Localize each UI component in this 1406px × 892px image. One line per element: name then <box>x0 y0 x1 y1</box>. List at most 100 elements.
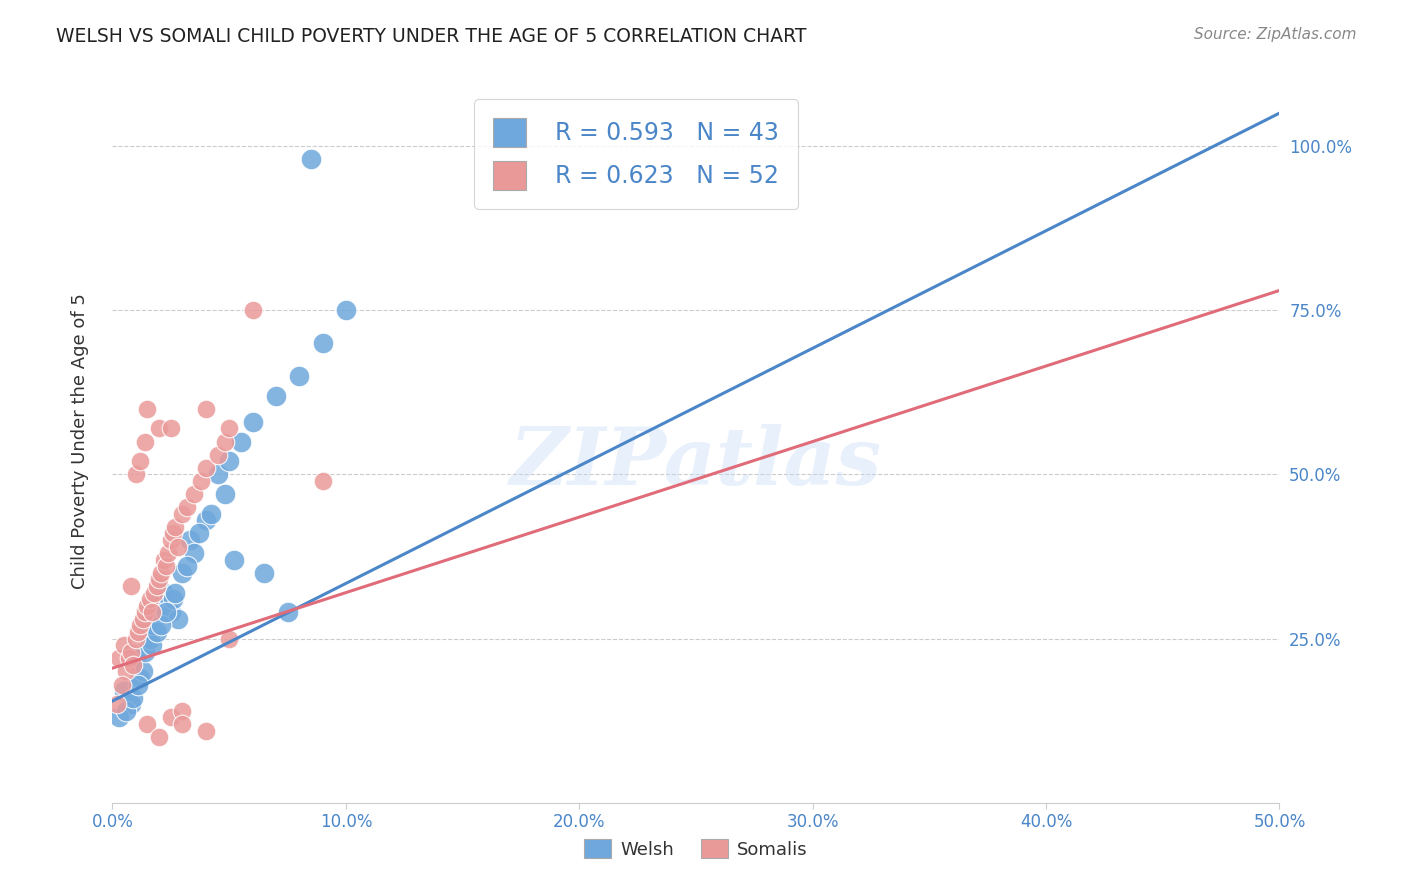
Point <box>190 474 212 488</box>
Point <box>311 474 333 488</box>
Point <box>115 665 138 679</box>
Point <box>143 585 166 599</box>
Point <box>160 605 183 619</box>
Point <box>155 605 177 619</box>
Point <box>176 559 198 574</box>
Text: WELSH VS SOMALI CHILD POVERTY UNDER THE AGE OF 5 CORRELATION CHART: WELSH VS SOMALI CHILD POVERTY UNDER THE … <box>56 27 807 45</box>
Point <box>153 553 176 567</box>
Point <box>136 625 159 640</box>
Point <box>194 460 217 475</box>
Point <box>150 566 173 580</box>
Point <box>160 421 183 435</box>
Point <box>165 520 187 534</box>
Point <box>112 684 135 698</box>
Point <box>166 612 188 626</box>
Point <box>132 612 155 626</box>
Point <box>311 336 333 351</box>
Point <box>229 434 252 449</box>
Point <box>125 651 148 665</box>
Point <box>218 421 240 435</box>
Point <box>207 467 229 482</box>
Point <box>136 401 159 416</box>
Point <box>172 566 194 580</box>
Point <box>155 559 177 574</box>
Point <box>200 507 222 521</box>
Point <box>105 698 128 712</box>
Point <box>172 704 194 718</box>
Point <box>136 717 159 731</box>
Point <box>288 368 311 383</box>
Point <box>118 651 141 665</box>
Point <box>160 533 183 547</box>
Point <box>183 487 205 501</box>
Point <box>172 717 194 731</box>
Point <box>299 152 322 166</box>
Point <box>148 421 170 435</box>
Point <box>222 553 245 567</box>
Point <box>214 487 236 501</box>
Point <box>253 566 276 580</box>
Point <box>160 710 183 724</box>
Point <box>125 632 148 646</box>
Point <box>148 730 170 744</box>
Point <box>111 677 134 691</box>
Y-axis label: Child Poverty Under the Age of 5: Child Poverty Under the Age of 5 <box>70 293 89 590</box>
Point <box>139 632 162 646</box>
Point <box>148 599 170 613</box>
Point <box>335 303 357 318</box>
Point <box>194 401 217 416</box>
Point <box>183 546 205 560</box>
Point <box>148 573 170 587</box>
Point <box>122 690 145 705</box>
Point <box>122 657 145 672</box>
Point <box>242 415 264 429</box>
Point <box>108 710 131 724</box>
Point <box>134 645 156 659</box>
Point <box>129 618 152 632</box>
Point <box>115 704 138 718</box>
Point <box>176 500 198 515</box>
Point <box>150 618 173 632</box>
Point <box>108 651 131 665</box>
Point <box>127 625 149 640</box>
Point <box>264 388 287 402</box>
Point <box>125 467 148 482</box>
Point <box>143 618 166 632</box>
Point <box>129 671 152 685</box>
Point <box>146 579 169 593</box>
Point <box>134 434 156 449</box>
Point <box>207 448 229 462</box>
Point <box>194 723 217 738</box>
Point <box>141 638 163 652</box>
Point <box>165 585 187 599</box>
Point <box>187 526 209 541</box>
Point <box>139 592 162 607</box>
Point <box>146 625 169 640</box>
Point <box>129 454 152 468</box>
Point <box>120 579 142 593</box>
Point <box>276 605 298 619</box>
Point <box>218 632 240 646</box>
Point <box>162 592 184 607</box>
Legend: Welsh, Somalis: Welsh, Somalis <box>576 832 815 866</box>
Point <box>242 303 264 318</box>
Point <box>194 513 217 527</box>
Point <box>134 605 156 619</box>
Point <box>153 585 176 599</box>
Point <box>218 454 240 468</box>
Point <box>127 677 149 691</box>
Text: ZIPatlas: ZIPatlas <box>510 425 882 502</box>
Text: Source: ZipAtlas.com: Source: ZipAtlas.com <box>1194 27 1357 42</box>
Point <box>120 698 142 712</box>
Point <box>179 533 201 547</box>
Point <box>214 434 236 449</box>
Point <box>136 599 159 613</box>
Point <box>172 507 194 521</box>
Point <box>162 526 184 541</box>
Point <box>141 605 163 619</box>
Point <box>120 645 142 659</box>
Point <box>157 546 180 560</box>
Point <box>132 665 155 679</box>
Point <box>166 540 188 554</box>
Point <box>112 638 135 652</box>
